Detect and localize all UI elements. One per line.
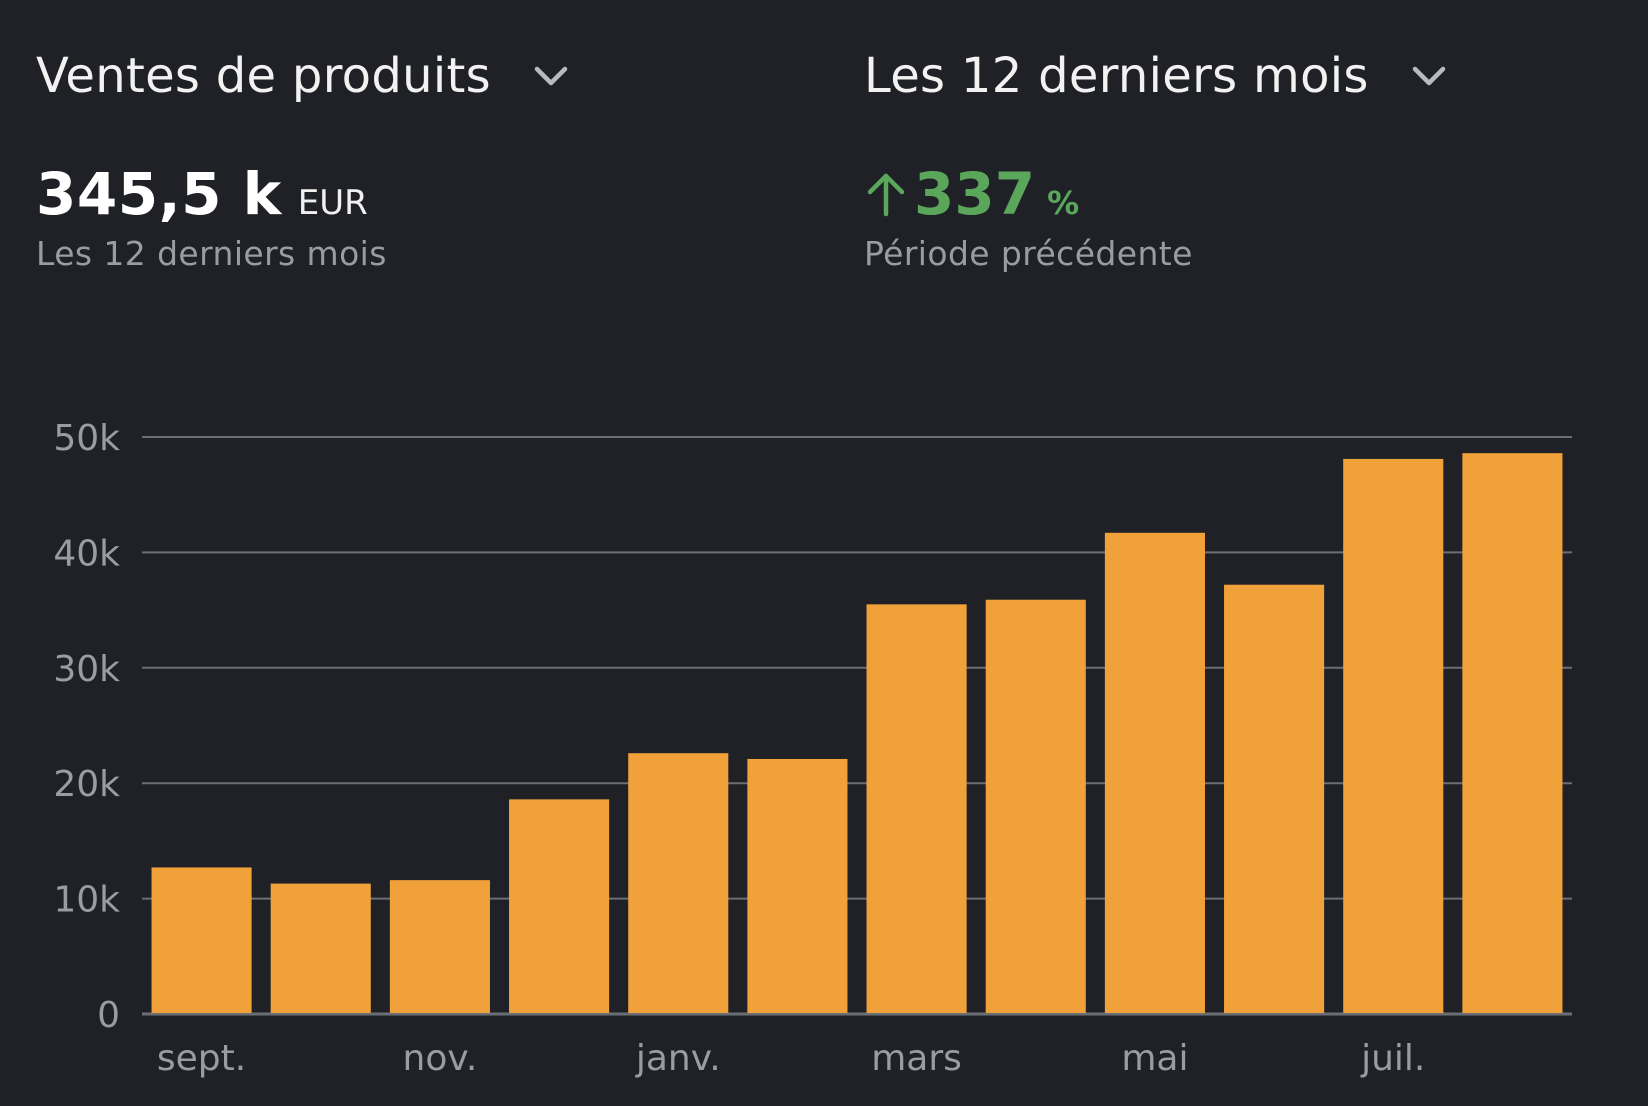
bar[interactable]: [389, 880, 490, 1013]
x-tick-label: sept.: [157, 1038, 246, 1079]
chevron-down-icon: [1412, 66, 1445, 86]
change-caption: Période précédente: [864, 234, 1193, 273]
total-sales-unit: EUR: [297, 183, 368, 223]
bar[interactable]: [628, 753, 729, 1013]
x-tick-label: mai: [1121, 1038, 1188, 1079]
x-tick-label: janv.: [635, 1038, 721, 1079]
y-tick-label: 30k: [53, 649, 120, 690]
change-unit: %: [1047, 184, 1080, 222]
period-dropdown-label: Les 12 derniers mois: [864, 48, 1369, 104]
change-value: 337: [914, 160, 1036, 228]
period-dropdown[interactable]: Les 12 derniers mois: [864, 48, 1449, 104]
x-tick-label: nov.: [403, 1038, 478, 1079]
y-tick-label: 10k: [53, 880, 120, 921]
total-sales-caption: Les 12 derniers mois: [36, 234, 387, 273]
bar[interactable]: [1343, 458, 1444, 1013]
bar[interactable]: [985, 599, 1086, 1013]
bar[interactable]: [151, 867, 252, 1013]
sales-bar-chart: 0 10k 20k 30k 40k 50k sept. nov. janv. mars mai jui…: [53, 418, 1572, 1079]
bar[interactable]: [1104, 532, 1205, 1013]
y-tick-label: 0: [97, 995, 120, 1036]
y-tick-label: 40k: [53, 533, 120, 574]
change-kpi: 337 % Période précédente: [864, 160, 1193, 273]
bar[interactable]: [270, 883, 371, 1013]
chevron-down-icon: [534, 66, 568, 86]
x-tick-label: juil.: [1360, 1038, 1425, 1079]
bar[interactable]: [866, 604, 967, 1013]
total-sales-value: 345,5 k: [36, 160, 282, 228]
bar[interactable]: [747, 758, 848, 1013]
bar[interactable]: [1224, 584, 1325, 1013]
metric-dropdown-label: Ventes de produits: [36, 48, 491, 104]
header-row: Ventes de produits Les 12 derniers mois: [0, 40, 1648, 120]
y-tick-label: 20k: [53, 764, 120, 805]
x-tick-label: mars: [871, 1038, 962, 1079]
bar[interactable]: [509, 799, 610, 1013]
bar[interactable]: [1462, 453, 1563, 1013]
metric-dropdown[interactable]: Ventes de produits: [36, 48, 571, 104]
arrow-up-icon: [867, 173, 905, 217]
total-sales-kpi: 345,5 k EUR Les 12 derniers mois: [36, 160, 387, 273]
y-tick-label: 50k: [53, 418, 120, 459]
